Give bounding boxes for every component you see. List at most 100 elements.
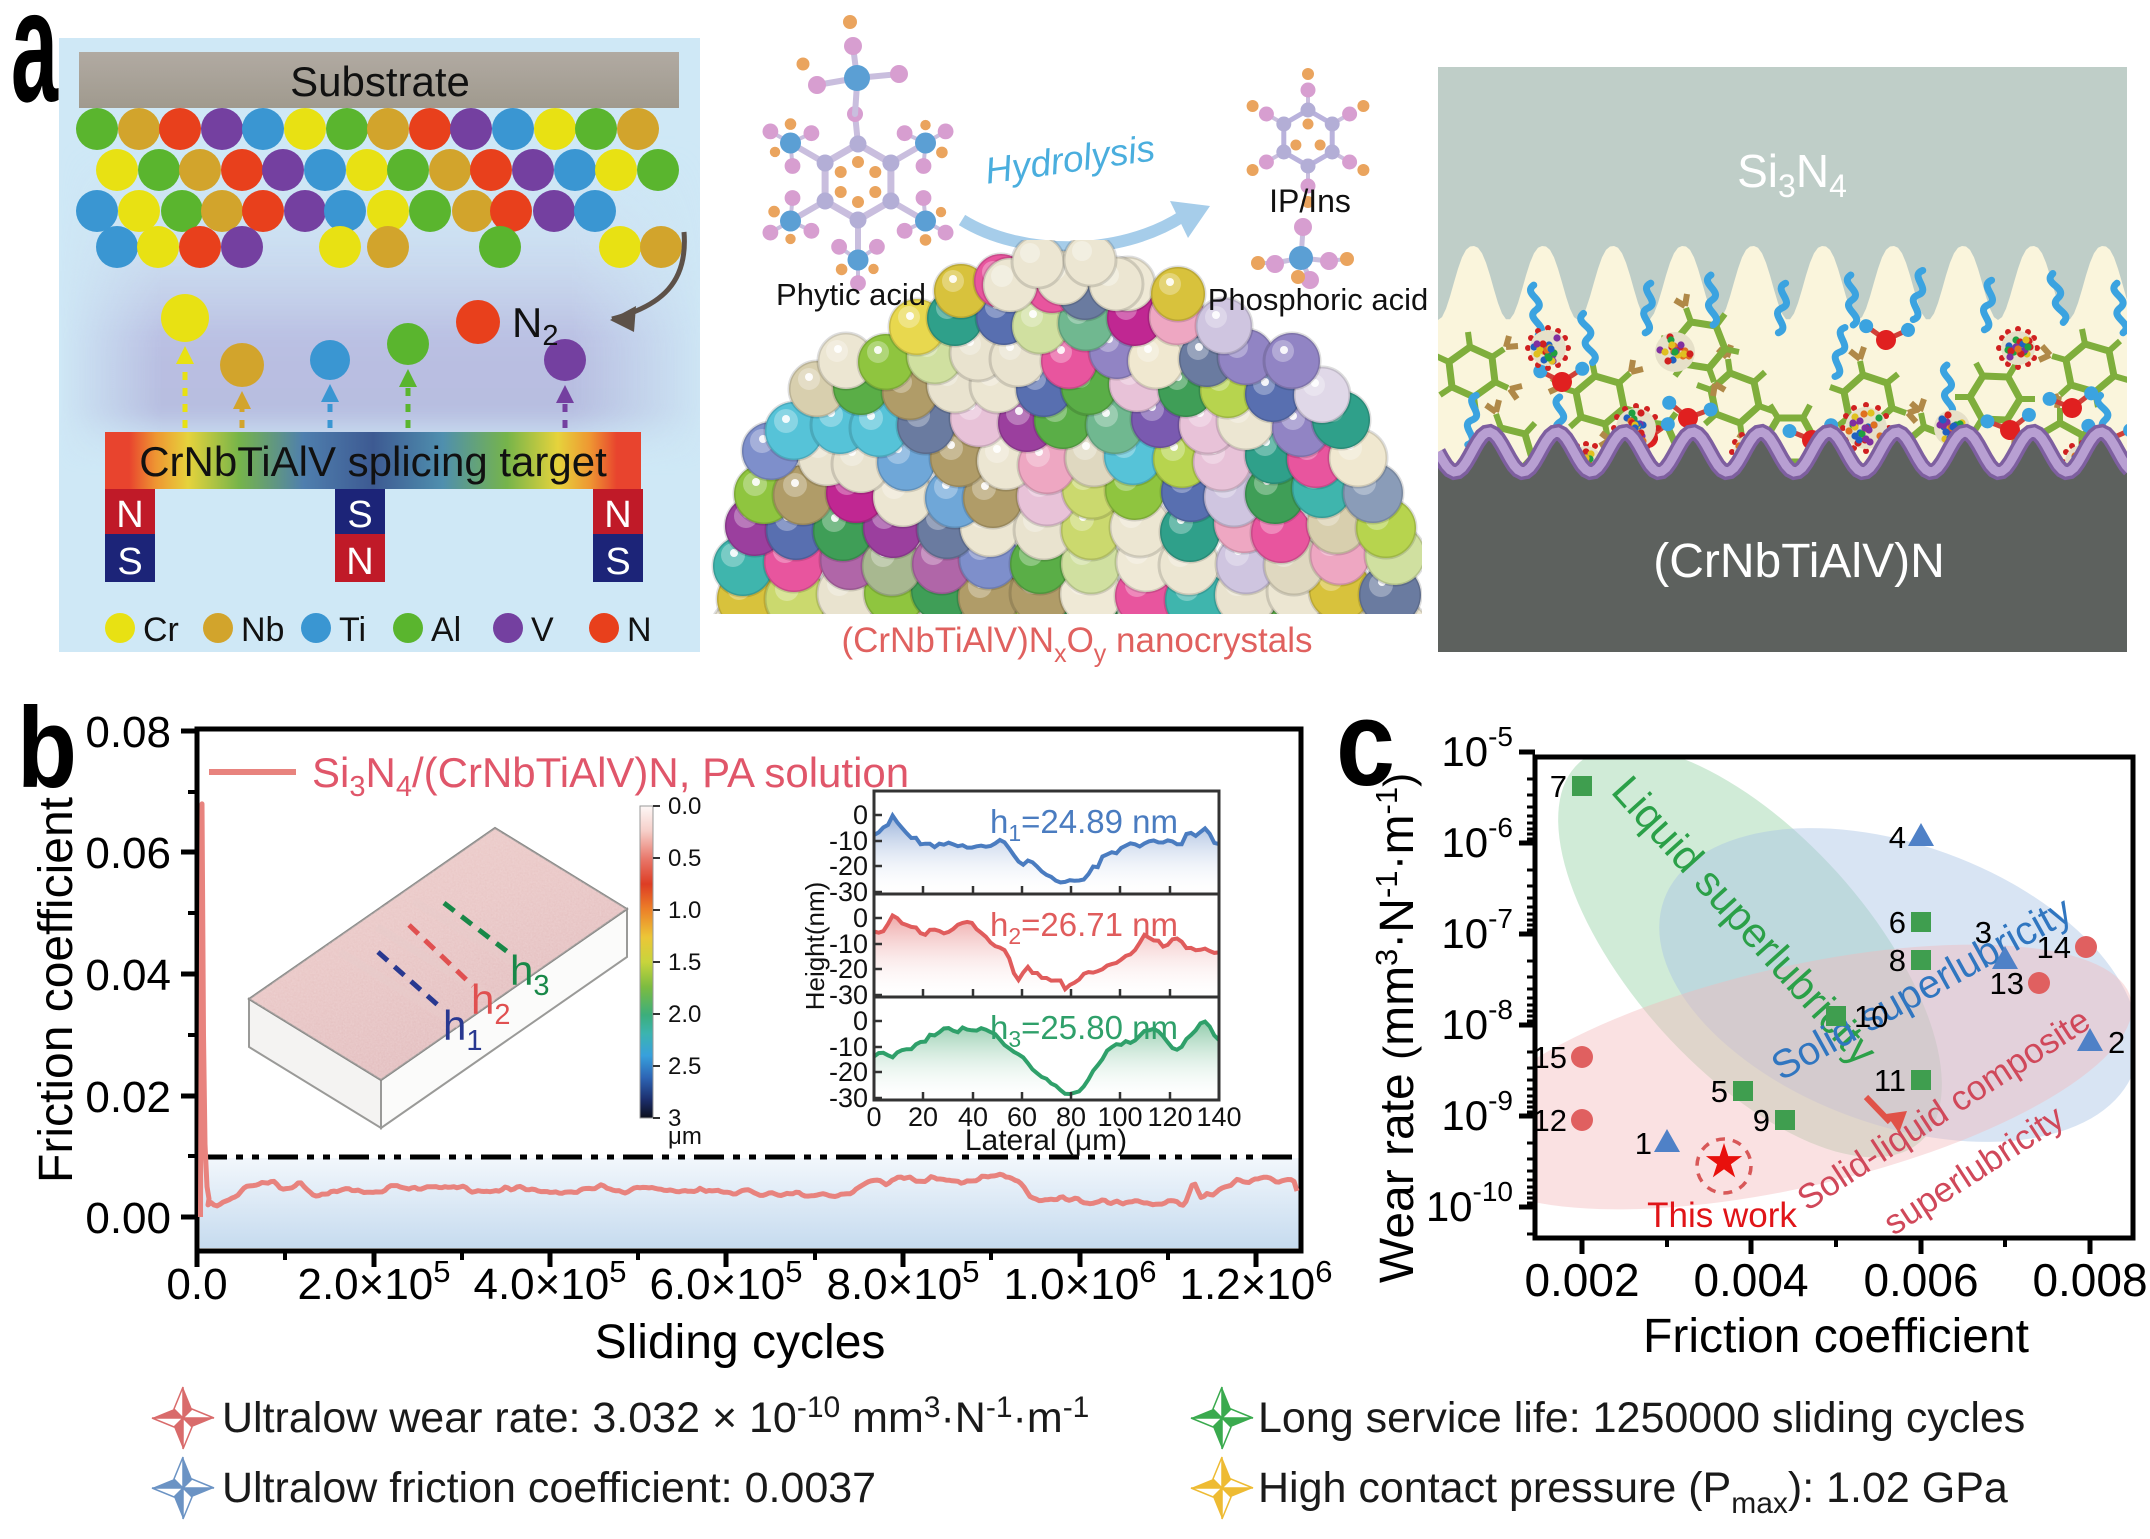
svg-text:Nb: Nb [241, 611, 284, 649]
svg-text:10-10: 10-10 [1426, 1176, 1513, 1230]
svg-text:0.002: 0.002 [1524, 1254, 1639, 1306]
svg-text:4: 4 [1889, 820, 1906, 855]
svg-text:0.0: 0.0 [668, 793, 701, 820]
svg-text:14: 14 [2037, 930, 2071, 965]
svg-text:0.02: 0.02 [85, 1073, 171, 1122]
svg-text:N: N [116, 494, 143, 536]
svg-text:1.5: 1.5 [668, 949, 701, 976]
svg-text:8.0×105: 8.0×105 [826, 1254, 979, 1309]
svg-text:-30: -30 [829, 1083, 868, 1113]
svg-text:0.06: 0.06 [85, 829, 171, 878]
svg-text:h3=25.80 nm: h3=25.80 nm [990, 1009, 1178, 1052]
svg-text:(CrNbTiAlV)N: (CrNbTiAlV)N [1653, 535, 1945, 588]
svg-text:10-8: 10-8 [1441, 994, 1513, 1048]
svg-text:0.08: 0.08 [85, 708, 171, 757]
svg-text:11: 11 [1874, 1063, 1906, 1098]
svg-text:Long service life: 1250000 sli: Long service life: 1250000 sliding cycle… [1258, 1394, 2025, 1442]
svg-text:S: S [605, 541, 630, 583]
svg-text:8: 8 [1889, 943, 1906, 978]
svg-text:b: b [17, 685, 77, 812]
svg-text:1.0: 1.0 [668, 897, 701, 924]
svg-text:N: N [627, 611, 652, 649]
svg-text:Ultralow wear rate: 3.032 × 10: Ultralow wear rate: 3.032 × 10-10 mm3·N-… [222, 1391, 1089, 1442]
svg-text:Hydrolysis: Hydrolysis [983, 127, 1158, 191]
svg-text:9: 9 [1753, 1103, 1770, 1138]
svg-text:(CrNbTiAlV)NxOy nanocrystals: (CrNbTiAlV)NxOy nanocrystals [841, 621, 1312, 668]
svg-text:0.0: 0.0 [166, 1260, 227, 1309]
svg-text:Phosphoric acid: Phosphoric acid [1208, 282, 1429, 317]
svg-text:5: 5 [1711, 1074, 1728, 1109]
svg-text:-30: -30 [829, 980, 868, 1010]
svg-text:12: 12 [1533, 1103, 1567, 1138]
svg-text:10-9: 10-9 [1441, 1085, 1513, 1139]
svg-text:100: 100 [1097, 1102, 1142, 1132]
svg-text:3: 3 [668, 1105, 681, 1132]
svg-text:0.006: 0.006 [1863, 1254, 1978, 1306]
svg-text:N: N [604, 494, 631, 536]
svg-text:μm: μm [668, 1123, 702, 1150]
svg-text:Height(nm): Height(nm) [800, 882, 830, 1011]
svg-text:h1=24.89 nm: h1=24.89 nm [990, 803, 1178, 846]
svg-text:Cr: Cr [143, 611, 179, 649]
svg-text:0: 0 [853, 903, 868, 933]
svg-text:13: 13 [1990, 966, 2024, 1001]
svg-text:0.00: 0.00 [85, 1194, 171, 1243]
svg-text:1.2×106: 1.2×106 [1179, 1254, 1332, 1309]
svg-text:80: 80 [1056, 1102, 1086, 1132]
svg-text:Friction coefficient: Friction coefficient [30, 797, 83, 1183]
svg-text:Friction coefficient: Friction coefficient [1643, 1310, 2029, 1363]
svg-text:120: 120 [1147, 1102, 1192, 1132]
svg-text:40: 40 [958, 1102, 988, 1132]
svg-text:CrNbTiAlV splicing target: CrNbTiAlV splicing target [139, 438, 607, 485]
svg-text:-20: -20 [829, 954, 868, 984]
svg-text:0: 0 [853, 800, 868, 830]
svg-text:-10: -10 [829, 929, 868, 959]
svg-text:10-7: 10-7 [1441, 903, 1513, 957]
svg-text:-10: -10 [829, 826, 868, 856]
svg-text:3: 3 [1975, 915, 1992, 950]
svg-text:60: 60 [1007, 1102, 1037, 1132]
svg-text:10: 10 [1854, 999, 1888, 1034]
svg-text:140: 140 [1196, 1102, 1241, 1132]
svg-text:0: 0 [853, 1006, 868, 1036]
svg-text:High contact pressure (Pmax):: High contact pressure (Pmax): 1.02 GPa [1258, 1464, 2008, 1520]
svg-text:Ultralow friction coefficient: Ultralow friction coefficient: 0.0037 [222, 1464, 876, 1512]
svg-text:Sliding cycles: Sliding cycles [595, 1316, 886, 1369]
svg-text:Si3N4: Si3N4 [1737, 145, 1847, 204]
svg-text:Ti: Ti [339, 611, 366, 649]
svg-text:Phytic acid: Phytic acid [776, 277, 926, 312]
svg-text:-10: -10 [829, 1032, 868, 1062]
svg-text:N: N [346, 541, 373, 583]
svg-text:V: V [531, 611, 554, 649]
svg-text:1: 1 [1635, 1126, 1652, 1161]
svg-text:6: 6 [1889, 905, 1906, 940]
svg-text:20: 20 [908, 1102, 938, 1132]
svg-text:2.0: 2.0 [668, 1001, 701, 1028]
svg-text:-30: -30 [829, 877, 868, 907]
svg-text:Si3N4/(CrNbTiAlV)N, PA solutio: Si3N4/(CrNbTiAlV)N, PA solution [312, 749, 909, 803]
svg-text:Al: Al [431, 611, 461, 649]
svg-text:IP/Ins: IP/Ins [1269, 183, 1351, 219]
svg-text:-20: -20 [829, 1057, 868, 1087]
svg-text:Wear rate (mm3·N-1·m-1): Wear rate (mm3·N-1·m-1) [1369, 773, 1424, 1283]
svg-text:h3: h3 [510, 947, 550, 1002]
svg-text:S: S [347, 494, 372, 536]
svg-text:15: 15 [1533, 1040, 1567, 1075]
svg-text:This work: This work [1647, 1196, 1797, 1235]
svg-text:0.5: 0.5 [668, 845, 701, 872]
svg-text:Substrate: Substrate [290, 58, 470, 105]
svg-text:a: a [11, 0, 59, 135]
svg-text:Lateral (μm): Lateral (μm) [965, 1124, 1127, 1157]
svg-text:7: 7 [1550, 769, 1567, 804]
svg-text:10-5: 10-5 [1441, 721, 1513, 775]
svg-text:S: S [117, 541, 142, 583]
svg-text:4.0×105: 4.0×105 [473, 1254, 626, 1309]
svg-text:2.5: 2.5 [668, 1053, 701, 1080]
svg-text:0: 0 [866, 1102, 881, 1132]
svg-text:h2=26.71 nm: h2=26.71 nm [990, 906, 1178, 949]
svg-text:1.0×106: 1.0×106 [1003, 1254, 1156, 1309]
svg-text:0.004: 0.004 [1693, 1254, 1808, 1306]
svg-text:2: 2 [2108, 1025, 2125, 1060]
svg-text:0.04: 0.04 [85, 951, 171, 1000]
svg-text:10-6: 10-6 [1441, 812, 1513, 866]
